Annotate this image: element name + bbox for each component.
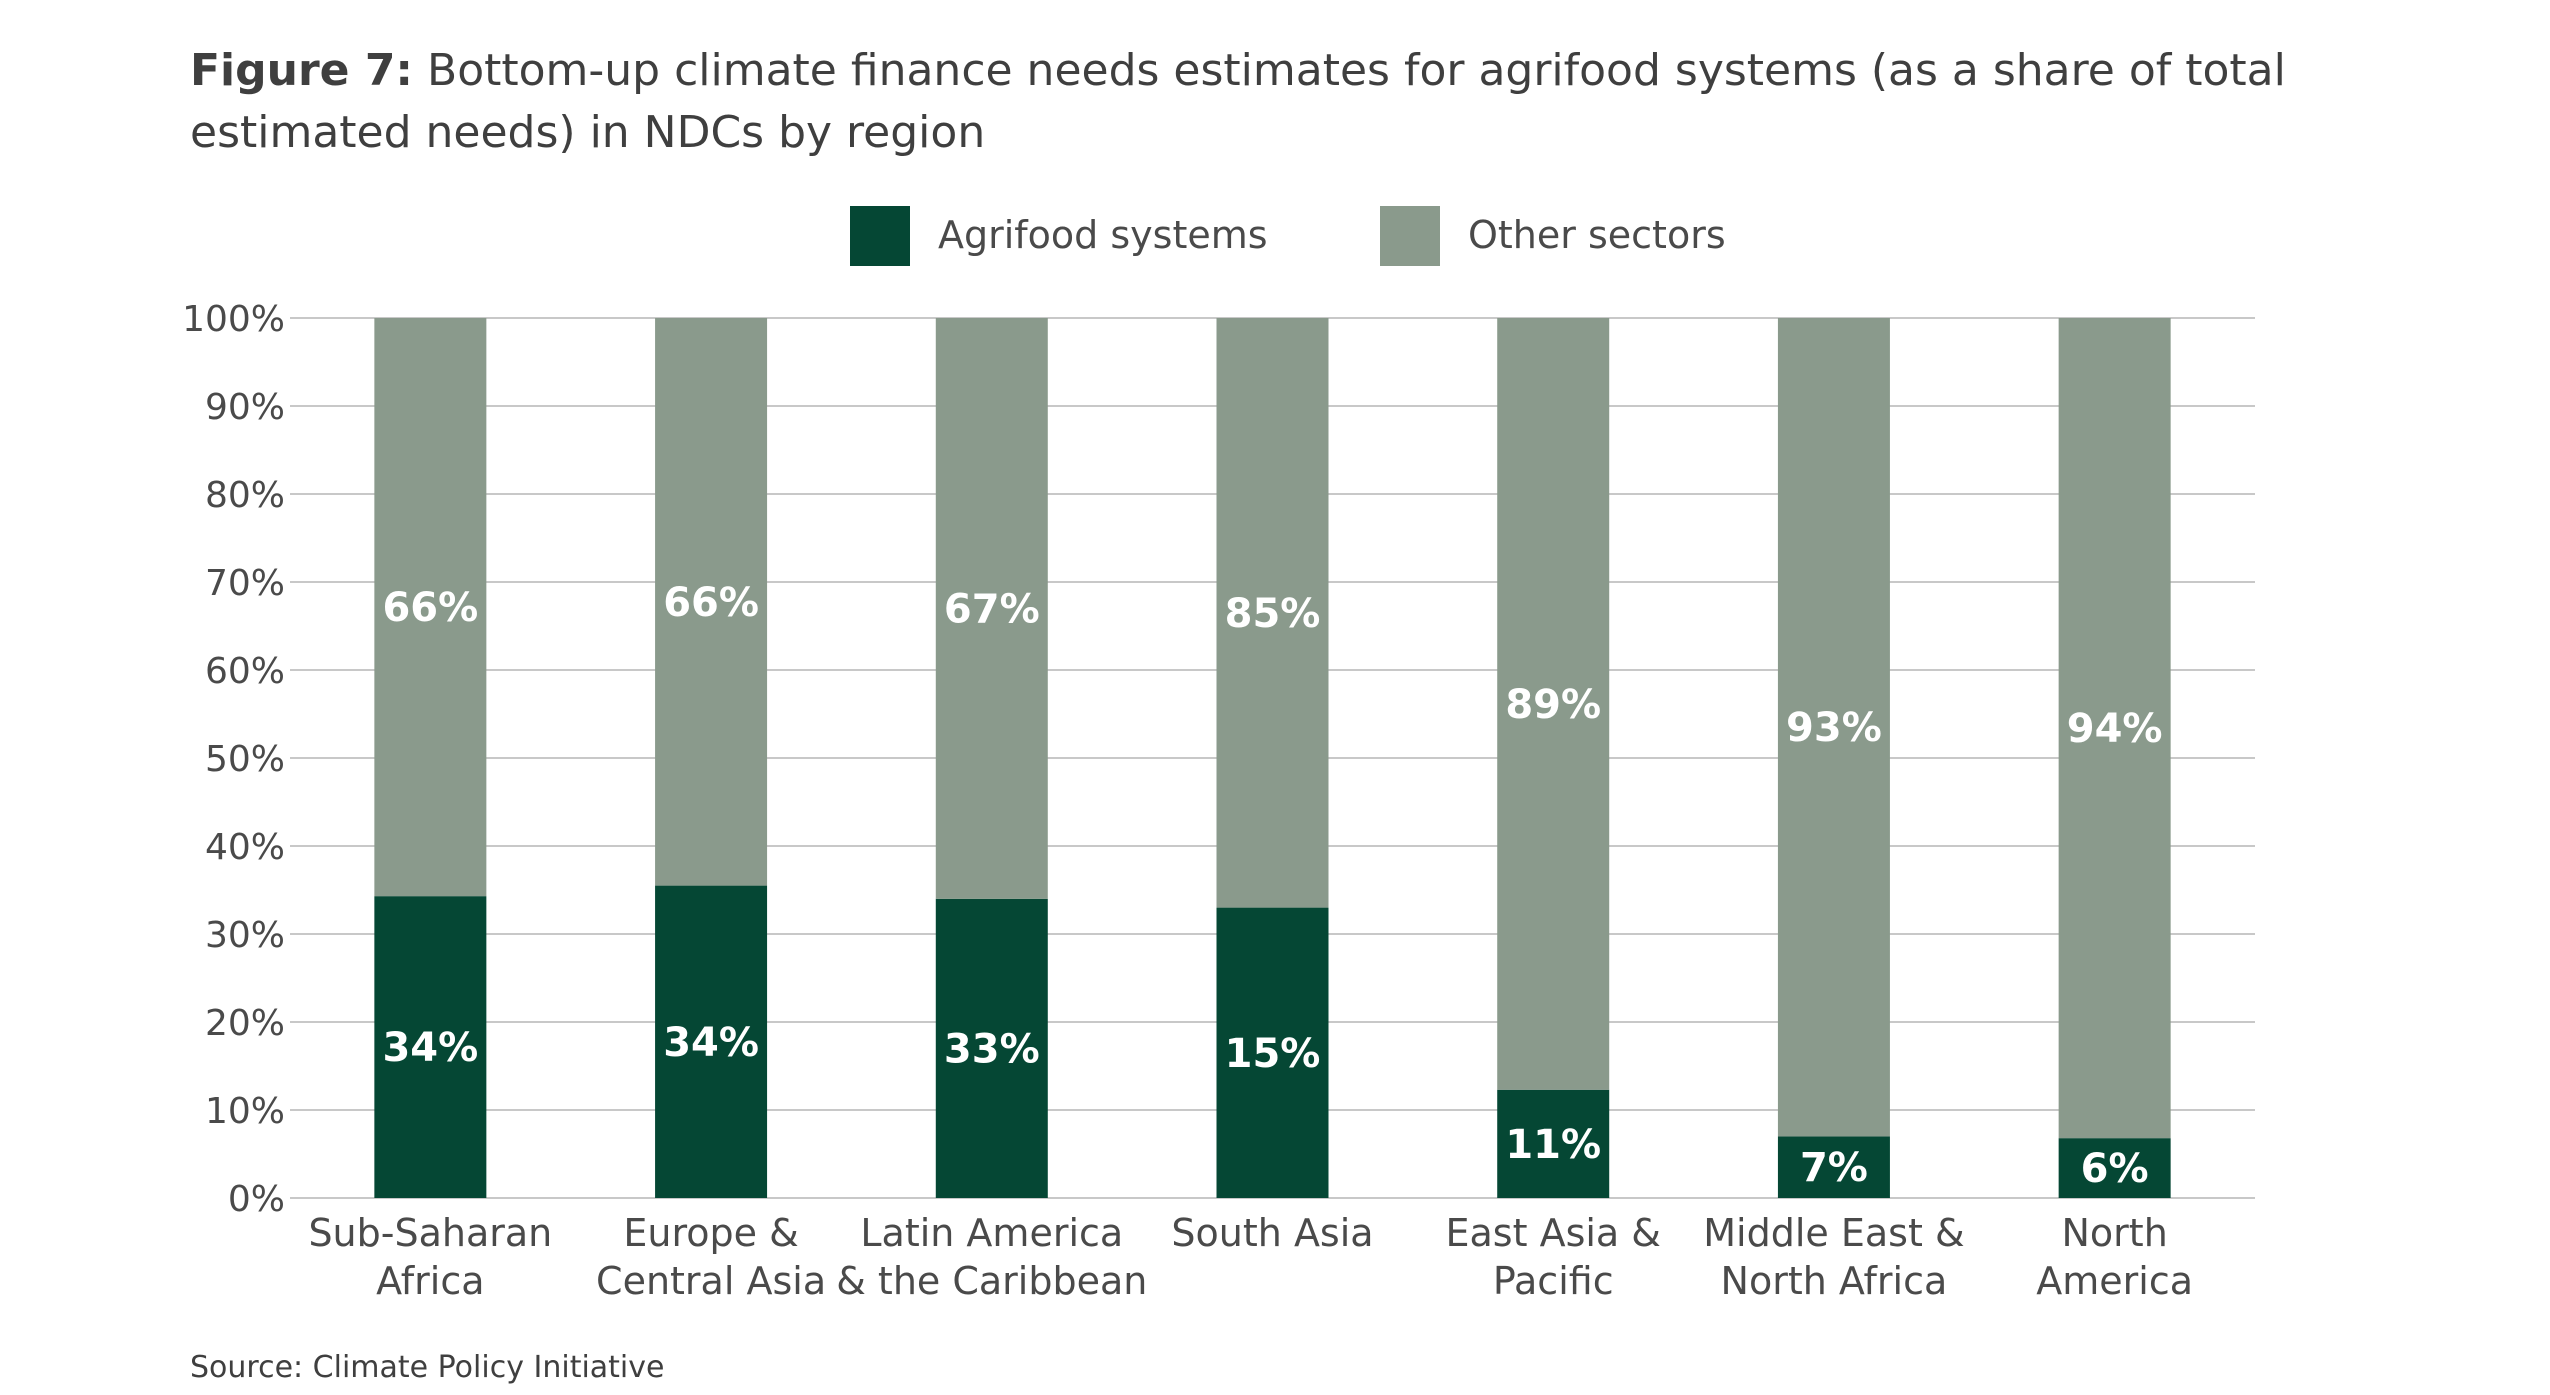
data-label-other-sectors: 66% [382,585,478,631]
legend-swatch-other-sectors [1380,206,1440,266]
data-label-agrifood: 11% [1505,1122,1601,1168]
bar-agrifood [1777,1136,1890,1198]
data-label-agrifood: 34% [382,1025,478,1071]
x-category-label: North [2062,1211,2168,1255]
bar-agrifood [1216,907,1329,1198]
y-tick-label: 70% [205,563,285,604]
data-label-agrifood: 34% [663,1020,759,1066]
x-category-label: North Africa [1721,1259,1948,1303]
x-category-label: Latin America [860,1211,1123,1255]
x-category-label: Sub-Saharan [308,1211,552,1255]
bar-agrifood [1497,1089,1610,1198]
y-tick-label: 10% [205,1091,285,1132]
x-category-label: & the Caribbean [836,1259,1147,1303]
data-label-agrifood: 7% [1800,1145,1868,1191]
data-label-agrifood: 15% [1225,1031,1321,1077]
data-label-agrifood: 6% [2081,1146,2149,1192]
data-label-other-sectors: 85% [1225,591,1321,637]
bar-other-sectors [2058,318,2171,1139]
data-label-other-sectors: 89% [1505,682,1601,728]
data-label-agrifood: 33% [944,1026,1040,1072]
chart-title: Figure 7: Bottom-up climate finance need… [190,40,2440,164]
x-category-label: East Asia & [1446,1211,1661,1255]
x-category-label: Africa [376,1259,484,1303]
y-tick-label: 60% [205,651,285,692]
bar-agrifood [655,885,768,1198]
figure-number: Figure 7: [190,45,414,96]
x-category-label: South Asia [1171,1211,1373,1255]
data-label-other-sectors: 93% [1786,705,1882,751]
x-category-label: Middle East & [1703,1211,1964,1255]
x-category-label: Central Asia [596,1259,826,1303]
y-tick-label: 0% [228,1179,285,1220]
data-label-other-sectors: 66% [663,580,759,626]
source-note: Source: Climate Policy Initiative [190,1350,665,1385]
bar-agrifood [935,898,1048,1198]
bar-agrifood [2058,1138,2171,1198]
y-tick-label: 80% [205,475,285,516]
x-category-label: Europe & [623,1211,798,1255]
bar-other-sectors [1216,318,1329,908]
stacked-bar-chart: 0% 10% 20% 30% 40% 50% 60% 70% 80% 90% 100% 34% 66% S… [182,206,2255,1303]
bar-other-sectors [1777,318,1890,1137]
legend-label-other-sectors: Other sectors [1468,213,1726,257]
bar-other-sectors [935,318,1048,899]
y-tick-label: 100% [182,299,285,340]
bar-other-sectors [655,318,768,886]
y-tick-label: 50% [205,739,285,780]
legend-swatch-agrifood [850,206,910,266]
y-tick-label: 40% [205,827,285,868]
y-tick-label: 30% [205,915,285,956]
bar-other-sectors [374,318,487,897]
legend-label-agrifood: Agrifood systems [938,213,1268,257]
data-label-other-sectors: 67% [944,586,1040,632]
bar-other-sectors [1497,318,1610,1090]
y-tick-label: 90% [205,387,285,428]
bar-agrifood [374,896,487,1198]
y-tick-label: 20% [205,1003,285,1044]
figure-title-text: Bottom-up climate finance needs estimate… [190,45,2286,158]
data-label-other-sectors: 94% [2067,706,2163,752]
x-category-label: America [2036,1259,2193,1303]
x-category-label: Pacific [1493,1259,1614,1303]
